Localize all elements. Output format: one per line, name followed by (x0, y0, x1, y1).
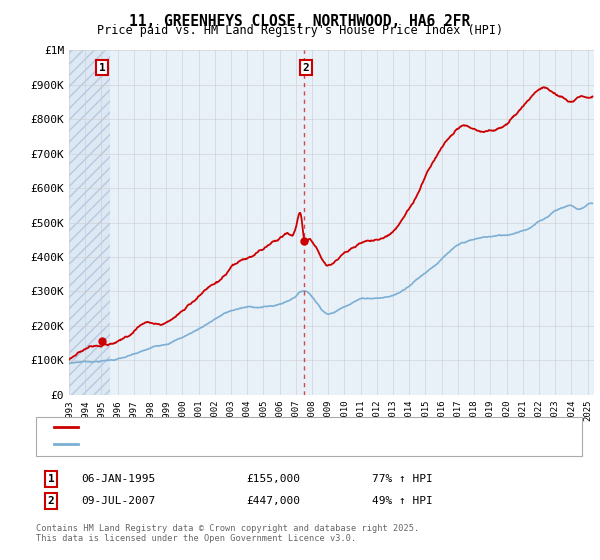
Text: 77% ↑ HPI: 77% ↑ HPI (372, 474, 433, 484)
Text: 11, GREENHEYS CLOSE, NORTHWOOD, HA6 2FR: 11, GREENHEYS CLOSE, NORTHWOOD, HA6 2FR (130, 14, 470, 29)
Text: HPI: Average price, semi-detached house, Hillingdon: HPI: Average price, semi-detached house,… (81, 439, 387, 449)
Text: 11, GREENHEYS CLOSE, NORTHWOOD, HA6 2FR (semi-detached house): 11, GREENHEYS CLOSE, NORTHWOOD, HA6 2FR … (81, 422, 447, 432)
Text: £155,000: £155,000 (246, 474, 300, 484)
Text: 1: 1 (98, 63, 106, 73)
Text: 2: 2 (302, 63, 309, 73)
Text: 2: 2 (47, 496, 55, 506)
Text: 1: 1 (47, 474, 55, 484)
Bar (69, 50, 110, 395)
Text: 09-JUL-2007: 09-JUL-2007 (81, 496, 155, 506)
Text: £447,000: £447,000 (246, 496, 300, 506)
Text: 06-JAN-1995: 06-JAN-1995 (81, 474, 155, 484)
Text: Contains HM Land Registry data © Crown copyright and database right 2025.
This d: Contains HM Land Registry data © Crown c… (36, 524, 419, 543)
Text: Price paid vs. HM Land Registry's House Price Index (HPI): Price paid vs. HM Land Registry's House … (97, 24, 503, 37)
Text: 49% ↑ HPI: 49% ↑ HPI (372, 496, 433, 506)
